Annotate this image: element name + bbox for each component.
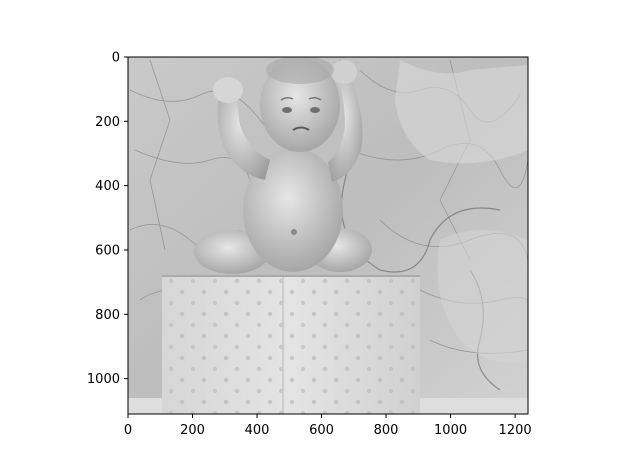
x-tick-label: 800 <box>374 423 399 438</box>
axes-frame <box>127 56 529 415</box>
x-axis: 0 200 400 600 800 1000 1200 <box>124 414 532 438</box>
image-photo <box>128 57 528 414</box>
y-tick-label: 200 <box>95 115 120 130</box>
x-tick-label: 200 <box>180 423 205 438</box>
x-tick-label: 1000 <box>434 423 467 438</box>
y-tick-label: 800 <box>95 308 120 323</box>
x-tick-label: 400 <box>245 423 270 438</box>
y-axis: 0 200 400 600 800 1000 <box>87 51 128 387</box>
y-tick-label: 0 <box>112 51 120 66</box>
x-tick-label: 600 <box>309 423 334 438</box>
x-tick-label: 1200 <box>499 423 532 438</box>
y-tick-label: 400 <box>95 179 120 194</box>
x-tick-label: 0 <box>124 423 132 438</box>
y-tick-label: 1000 <box>87 372 120 387</box>
y-tick-label: 600 <box>95 243 120 258</box>
